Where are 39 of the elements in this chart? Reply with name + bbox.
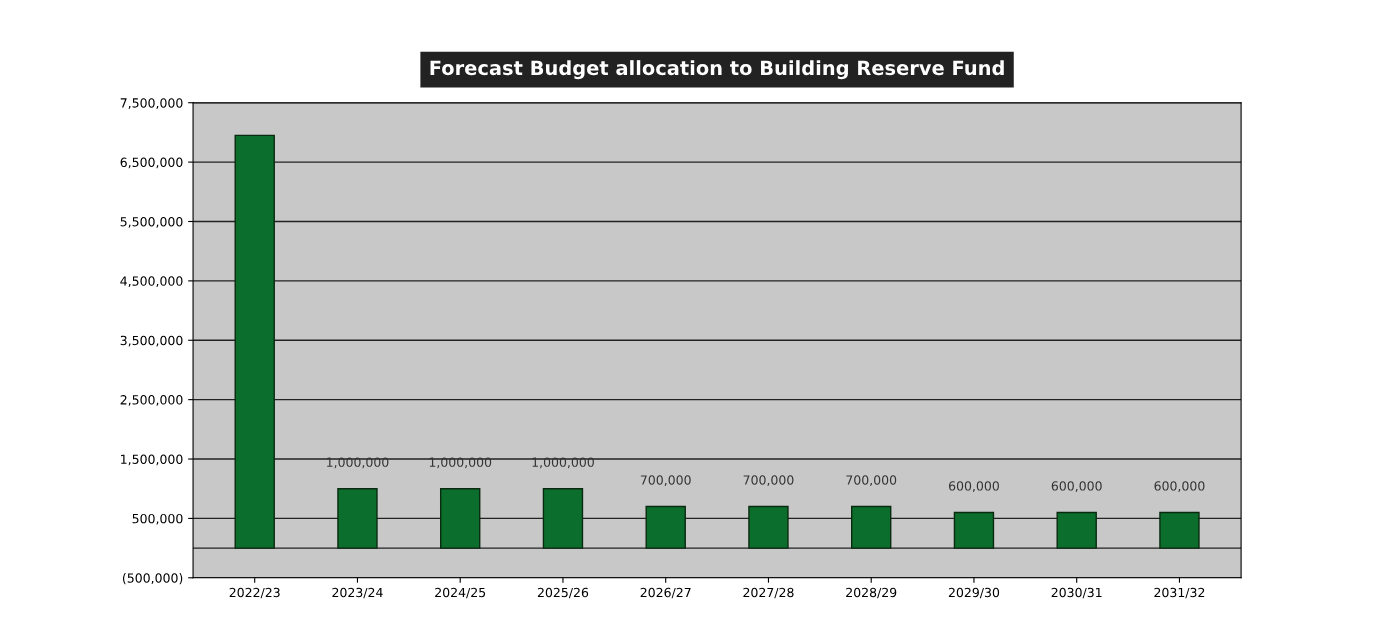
x-tick-label: 2030/31 <box>1051 587 1102 599</box>
x-tick-label: 2029/30 <box>948 587 1000 599</box>
data-label: 700,000 <box>846 475 897 486</box>
bar <box>850 505 892 549</box>
bar <box>645 505 686 549</box>
x-tick-label: 2023/24 <box>332 587 383 599</box>
x-tick-label: 2022/23 <box>229 587 280 599</box>
x-tick-label: 2025/26 <box>537 587 589 599</box>
x-tick-label: 2027/28 <box>743 587 794 599</box>
chart-title: Forecast Budget allocation to Building Reserve Fund <box>430 60 1004 80</box>
y-tick-label: (500,000) <box>122 573 183 585</box>
bar <box>234 134 275 549</box>
x-tick-label: 2031/32 <box>1154 587 1205 599</box>
data-label: 700,000 <box>743 475 794 486</box>
data-label: 600,000 <box>948 481 999 492</box>
y-tick-label: 500,000 <box>132 513 183 525</box>
data-label: 1,000,000 <box>327 457 389 469</box>
data-label: 600,000 <box>1051 481 1102 492</box>
data-label: 700,000 <box>640 475 691 486</box>
bar <box>439 488 481 549</box>
y-tick-label: 5,500,000 <box>120 216 183 228</box>
bar <box>542 488 584 549</box>
bar <box>748 505 789 549</box>
bar <box>953 511 995 549</box>
y-tick-label: 7,500,000 <box>120 98 183 109</box>
data-label: 600,000 <box>1154 481 1205 492</box>
y-tick-label: 4,500,000 <box>120 276 183 288</box>
x-tick-label: 2024/25 <box>435 587 486 599</box>
bar <box>1159 511 1200 549</box>
y-tick-label: 2,500,000 <box>120 395 183 406</box>
y-tick-label: 6,500,000 <box>120 157 183 169</box>
y-tick-label: 3,500,000 <box>120 335 183 347</box>
data-label: 1,000,000 <box>429 457 492 469</box>
bar <box>337 488 378 549</box>
x-tick-label: 2026/27 <box>640 587 691 599</box>
bar <box>1056 511 1097 549</box>
data-label: 1,000,000 <box>532 457 594 469</box>
x-tick-label: 2028/29 <box>846 587 897 599</box>
y-tick-label: 1,500,000 <box>121 454 183 466</box>
